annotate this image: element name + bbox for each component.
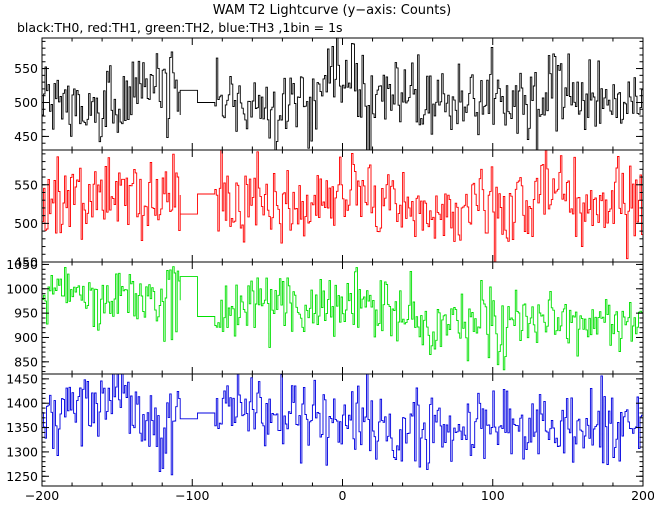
y-tick-label: 550: [14, 61, 38, 76]
x-tick-label: 100: [481, 488, 505, 503]
panel-th1: 450 500 550: [14, 149, 644, 270]
series-th1-line: [42, 150, 643, 262]
y-tick-label: 500: [14, 95, 38, 110]
y-tick-label: 900: [14, 330, 38, 345]
y-tick-label: 450: [14, 255, 38, 270]
panel-th2: 850 900 950 1000 1050: [6, 257, 644, 375]
y-tick-label: 550: [14, 177, 38, 192]
chart-subtitle: black:TH0, red:TH1, green:TH2, blue:TH3 …: [17, 20, 343, 35]
y-tick-label: 1300: [6, 444, 38, 459]
y-tick-label: 500: [14, 216, 38, 231]
x-tick-label: 200: [631, 488, 654, 503]
y-tick-label: 1450: [6, 371, 38, 386]
y-tick-label: 1000: [6, 281, 38, 296]
panel-frame: [41, 261, 644, 375]
series-th3-line: [42, 374, 643, 476]
chart-title: WAM T2 Lightcurve (y−axis: Counts): [213, 3, 451, 18]
y-tick-label: 850: [14, 354, 38, 369]
y-tick-label: 1250: [6, 469, 38, 484]
y-tick-label: 950: [14, 306, 38, 321]
x-tick-label: −200: [25, 488, 59, 503]
y-tick-label: 1050: [6, 257, 38, 272]
x-tick-label: −100: [175, 488, 209, 503]
y-tick-label: 450: [14, 129, 38, 144]
panel-frame: [41, 149, 644, 263]
y-tick-label: 1350: [6, 420, 38, 435]
y-tick-label: 1400: [6, 396, 38, 411]
x-tick-label: 0: [339, 488, 347, 503]
x-axis: −200 −100 0 100 200: [25, 488, 654, 503]
panels: 4505005504505005508509009501000105012501…: [6, 37, 644, 487]
panel-th3: 1250 1300 1350 1400 1450: [6, 371, 644, 487]
series-th2-line: [42, 266, 643, 371]
panel-th0: 450 500 550: [14, 37, 644, 151]
series-th0-line: [42, 38, 643, 150]
